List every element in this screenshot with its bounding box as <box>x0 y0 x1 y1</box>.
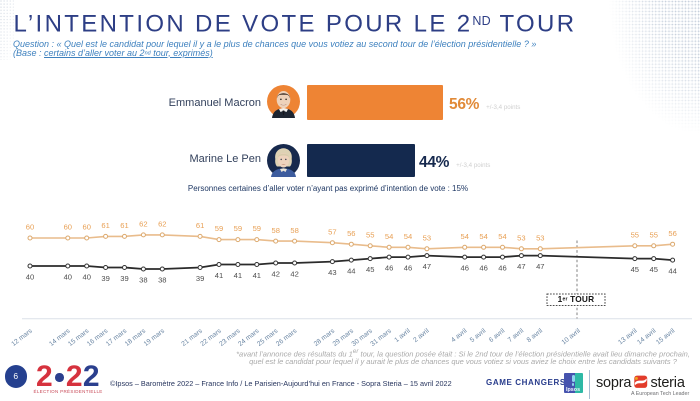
svg-text:47: 47 <box>536 262 544 271</box>
svg-text:59: 59 <box>215 224 223 233</box>
svg-text:55: 55 <box>366 230 374 239</box>
svg-text:45: 45 <box>649 265 657 274</box>
svg-text:62: 62 <box>139 220 147 229</box>
svg-text:4 avril: 4 avril <box>450 327 469 344</box>
svg-text:41: 41 <box>215 271 223 280</box>
svg-text:45: 45 <box>631 265 639 274</box>
svg-text:44: 44 <box>668 267 676 276</box>
svg-text:40: 40 <box>64 273 72 282</box>
svg-text:31 mars: 31 mars <box>369 327 393 348</box>
svg-text:47: 47 <box>423 262 431 271</box>
svg-text:38: 38 <box>158 276 166 285</box>
svg-text:5 avril: 5 avril <box>469 327 488 344</box>
svg-text:44: 44 <box>347 267 355 276</box>
svg-text:57: 57 <box>328 227 336 236</box>
svg-text:46: 46 <box>404 264 412 273</box>
svg-text:54: 54 <box>498 232 506 241</box>
svg-text:2 avril: 2 avril <box>412 327 431 344</box>
svg-text:46: 46 <box>385 264 393 273</box>
svg-text:61: 61 <box>120 221 128 230</box>
svg-text:55: 55 <box>649 230 657 239</box>
svg-text:54: 54 <box>404 232 412 241</box>
svg-text:12 mars: 12 mars <box>10 327 34 348</box>
svg-text:39: 39 <box>101 274 109 283</box>
svg-text:6 avril: 6 avril <box>488 327 507 344</box>
svg-text:53: 53 <box>423 234 431 243</box>
svg-text:60: 60 <box>26 223 34 232</box>
svg-text:55: 55 <box>631 230 639 239</box>
svg-text:46: 46 <box>460 264 468 273</box>
svg-text:61: 61 <box>196 221 204 230</box>
svg-text:60: 60 <box>82 223 90 232</box>
svg-text:42: 42 <box>290 270 298 279</box>
svg-text:13 avril: 13 avril <box>617 327 639 346</box>
svg-text:39: 39 <box>196 274 204 283</box>
svg-text:41: 41 <box>253 271 261 280</box>
svg-text:10 avril: 10 avril <box>561 327 583 346</box>
svg-text:46: 46 <box>479 264 487 273</box>
svg-text:40: 40 <box>26 273 34 282</box>
svg-text:1 avril: 1 avril <box>393 327 412 344</box>
svg-text:54: 54 <box>460 232 468 241</box>
svg-text:59: 59 <box>253 224 261 233</box>
svg-text:40: 40 <box>82 273 90 282</box>
svg-text:56: 56 <box>668 229 676 238</box>
svg-text:19 mars: 19 mars <box>143 327 167 348</box>
svg-text:26 mars: 26 mars <box>275 327 299 348</box>
svg-text:39: 39 <box>120 274 128 283</box>
svg-text:53: 53 <box>536 234 544 243</box>
svg-text:8 avril: 8 avril <box>526 327 545 344</box>
svg-text:58: 58 <box>271 226 279 235</box>
svg-text:58: 58 <box>290 226 298 235</box>
svg-text:46: 46 <box>498 264 506 273</box>
svg-text:47: 47 <box>517 262 525 271</box>
svg-text:62: 62 <box>158 220 166 229</box>
svg-text:59: 59 <box>234 224 242 233</box>
svg-text:53: 53 <box>517 234 525 243</box>
svg-text:14 avril: 14 avril <box>636 327 658 346</box>
svg-text:45: 45 <box>366 265 374 274</box>
svg-text:54: 54 <box>479 232 487 241</box>
svg-text:43: 43 <box>328 268 336 277</box>
svg-text:41: 41 <box>234 271 242 280</box>
svg-text:60: 60 <box>64 223 72 232</box>
svg-text:7 avril: 7 avril <box>507 327 526 344</box>
svg-text:54: 54 <box>385 232 393 241</box>
svg-text:61: 61 <box>101 221 109 230</box>
svg-text:38: 38 <box>139 276 147 285</box>
svg-text:15 avril: 15 avril <box>655 327 677 346</box>
svg-text:42: 42 <box>271 270 279 279</box>
svg-text:56: 56 <box>347 229 355 238</box>
